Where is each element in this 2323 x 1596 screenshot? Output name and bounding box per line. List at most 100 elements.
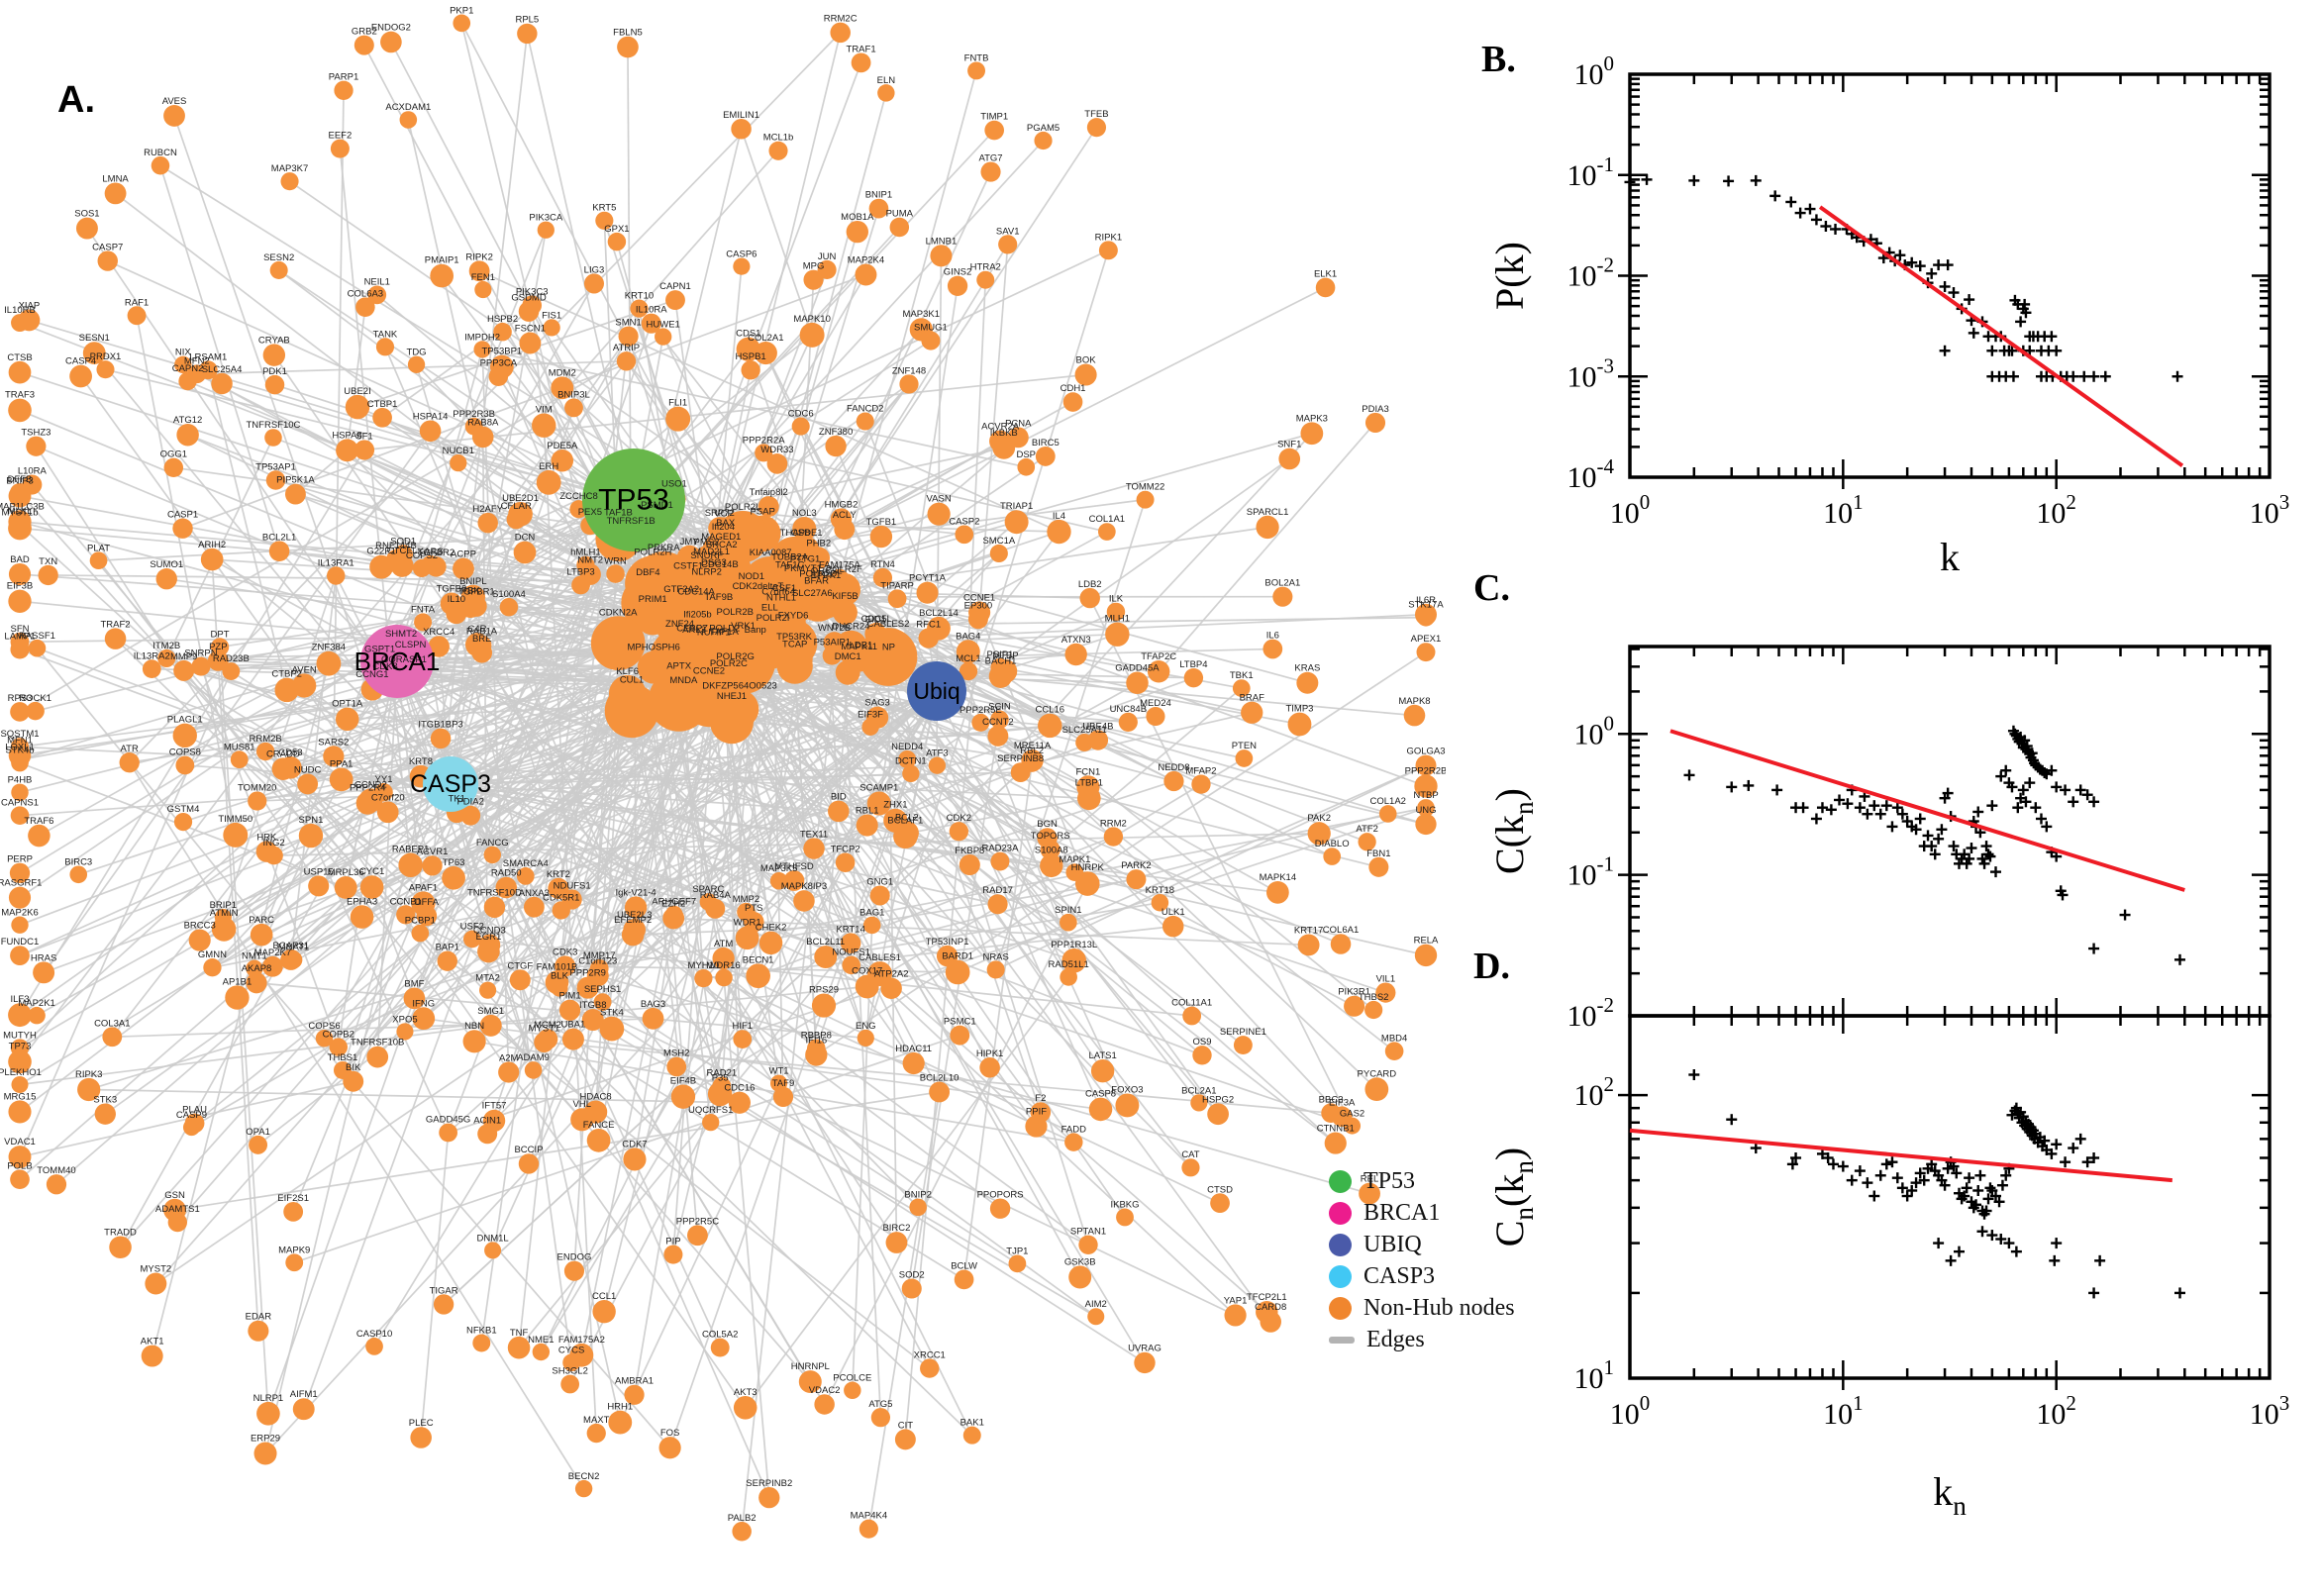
- gene-node[interactable]: [581, 1009, 604, 1032]
- gene-node[interactable]: [1126, 869, 1147, 890]
- gene-node[interactable]: [471, 426, 494, 449]
- gene-node[interactable]: [1210, 1193, 1230, 1214]
- gene-node[interactable]: [472, 1334, 491, 1352]
- gene-node[interactable]: [334, 80, 354, 100]
- gene-node[interactable]: [930, 245, 953, 267]
- gene-node[interactable]: [586, 1128, 611, 1152]
- gene-node[interactable]: [858, 1519, 878, 1539]
- gene-node[interactable]: [393, 545, 413, 564]
- gene-node[interactable]: [869, 525, 893, 549]
- gene-node[interactable]: [987, 894, 1008, 915]
- gene-node[interactable]: [825, 435, 847, 457]
- gene-node[interactable]: [1061, 948, 1087, 973]
- gene-node[interactable]: [1097, 523, 1116, 541]
- gene-node[interactable]: [1103, 827, 1124, 847]
- gene-node[interactable]: [811, 993, 837, 1018]
- gene-node[interactable]: [590, 616, 646, 671]
- gene-node[interactable]: [754, 341, 777, 365]
- gene-node[interactable]: [773, 592, 795, 614]
- gene-node[interactable]: [145, 1272, 167, 1295]
- gene-node[interactable]: [69, 364, 92, 388]
- gene-node[interactable]: [989, 544, 1008, 563]
- gene-node[interactable]: [947, 275, 968, 296]
- gene-node[interactable]: [506, 509, 526, 530]
- gene-node[interactable]: [1364, 412, 1386, 433]
- gene-node[interactable]: [1359, 1182, 1380, 1205]
- gene-node[interactable]: [694, 546, 719, 571]
- gene-node[interactable]: [422, 855, 443, 876]
- gene-node[interactable]: [104, 182, 127, 205]
- gene-node[interactable]: [851, 52, 871, 73]
- gene-node[interactable]: [1182, 1006, 1202, 1026]
- gene-node[interactable]: [617, 36, 639, 58]
- gene-node[interactable]: [280, 172, 299, 191]
- gene-node[interactable]: [1287, 712, 1312, 737]
- gene-node[interactable]: [867, 961, 893, 987]
- gene-node[interactable]: [109, 1236, 132, 1259]
- gene-node[interactable]: [1017, 457, 1036, 476]
- gene-node[interactable]: [211, 917, 237, 942]
- gene-node[interactable]: [26, 701, 45, 721]
- gene-node[interactable]: [607, 232, 627, 251]
- gene-node[interactable]: [1035, 446, 1056, 466]
- gene-node[interactable]: [1265, 880, 1289, 904]
- gene-node[interactable]: [430, 728, 452, 749]
- gene-node[interactable]: [532, 1343, 551, 1361]
- gene-node[interactable]: [687, 1225, 708, 1247]
- gene-node[interactable]: [899, 374, 919, 394]
- gene-node[interactable]: [493, 322, 512, 342]
- gene-node[interactable]: [271, 757, 295, 780]
- gene-node[interactable]: [1183, 667, 1204, 688]
- gene-node[interactable]: [536, 469, 561, 495]
- gene-node[interactable]: [955, 525, 974, 545]
- gene-node[interactable]: [200, 548, 224, 571]
- gene-node[interactable]: [411, 891, 436, 916]
- gene-node[interactable]: [172, 518, 193, 539]
- gene-node[interactable]: [1040, 853, 1063, 878]
- gene-node[interactable]: [1008, 1254, 1027, 1273]
- gene-node[interactable]: [316, 650, 342, 676]
- gene-node[interactable]: [255, 742, 275, 761]
- gene-node[interactable]: [822, 646, 842, 665]
- gene-node[interactable]: [264, 429, 282, 447]
- gene-node[interactable]: [11, 916, 29, 934]
- gene-node[interactable]: [954, 1269, 974, 1290]
- gene-node[interactable]: [1134, 1351, 1156, 1374]
- gene-node[interactable]: [1064, 643, 1087, 666]
- gene-node[interactable]: [623, 918, 646, 942]
- gene-node[interactable]: [862, 916, 881, 935]
- gene-node[interactable]: [758, 931, 783, 955]
- gene-node[interactable]: [1235, 749, 1254, 767]
- gene-node[interactable]: [1416, 643, 1436, 662]
- gene-node[interactable]: [248, 791, 267, 811]
- gene-node[interactable]: [1088, 1097, 1113, 1122]
- gene-node[interactable]: [522, 295, 543, 316]
- gene-node[interactable]: [26, 436, 47, 456]
- gene-node[interactable]: [453, 557, 474, 580]
- gene-node[interactable]: [599, 1016, 625, 1042]
- gene-node[interactable]: [803, 838, 825, 859]
- gene-node[interactable]: [460, 805, 481, 826]
- gene-node[interactable]: [10, 806, 30, 826]
- gene-node[interactable]: [10, 702, 30, 722]
- gene-node[interactable]: [396, 905, 416, 925]
- gene-node[interactable]: [814, 1394, 835, 1415]
- gene-node[interactable]: [865, 706, 889, 729]
- gene-node[interactable]: [984, 120, 1005, 141]
- gene-node[interactable]: [855, 263, 877, 286]
- gene-node[interactable]: [1079, 587, 1100, 609]
- gene-node[interactable]: [1260, 1311, 1281, 1333]
- gene-node[interactable]: [1190, 1094, 1208, 1112]
- gene-node[interactable]: [1087, 730, 1109, 750]
- gene-node[interactable]: [8, 589, 32, 613]
- gene-node[interactable]: [1151, 893, 1169, 912]
- gene-node[interactable]: [551, 449, 574, 472]
- gene-node[interactable]: [163, 105, 185, 127]
- gene-node[interactable]: [1207, 1103, 1229, 1126]
- gene-node[interactable]: [412, 1007, 436, 1031]
- gene-node[interactable]: [507, 1336, 531, 1359]
- gene-node[interactable]: [517, 23, 538, 45]
- gene-node[interactable]: [589, 958, 609, 978]
- gene-node[interactable]: [545, 970, 569, 995]
- gene-node[interactable]: [1191, 774, 1211, 794]
